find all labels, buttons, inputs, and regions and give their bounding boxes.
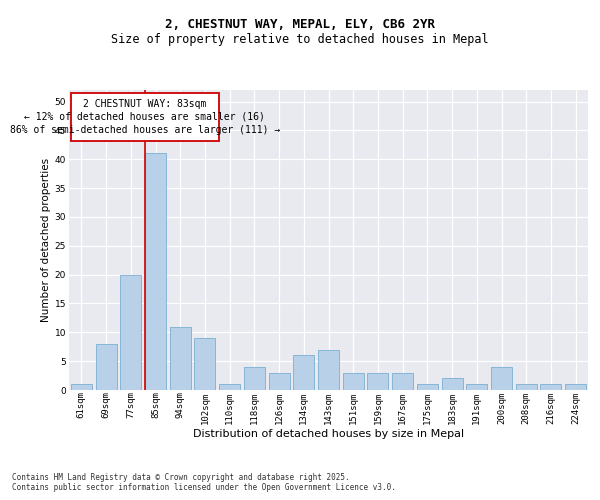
Bar <box>269 372 290 390</box>
X-axis label: Distribution of detached houses by size in Mepal: Distribution of detached houses by size … <box>193 429 464 439</box>
Bar <box>71 93 218 141</box>
Bar <box>170 326 191 390</box>
Bar <box>491 367 512 390</box>
Bar <box>367 372 388 390</box>
Y-axis label: Number of detached properties: Number of detached properties <box>41 158 50 322</box>
Bar <box>392 372 413 390</box>
Bar <box>71 384 92 390</box>
Bar <box>194 338 215 390</box>
Bar <box>466 384 487 390</box>
Text: 2, CHESTNUT WAY, MEPAL, ELY, CB6 2YR: 2, CHESTNUT WAY, MEPAL, ELY, CB6 2YR <box>165 18 435 30</box>
Bar <box>516 384 537 390</box>
Bar <box>318 350 339 390</box>
Bar <box>541 384 562 390</box>
Text: 2 CHESTNUT WAY: 83sqm
← 12% of detached houses are smaller (16)
86% of semi-deta: 2 CHESTNUT WAY: 83sqm ← 12% of detached … <box>10 98 280 135</box>
Bar <box>244 367 265 390</box>
Bar <box>442 378 463 390</box>
Bar <box>293 356 314 390</box>
Bar <box>95 344 116 390</box>
Bar <box>417 384 438 390</box>
Text: Contains HM Land Registry data © Crown copyright and database right 2025.
Contai: Contains HM Land Registry data © Crown c… <box>12 472 396 492</box>
Bar <box>565 384 586 390</box>
Text: Size of property relative to detached houses in Mepal: Size of property relative to detached ho… <box>111 32 489 46</box>
Bar <box>120 274 141 390</box>
Bar <box>343 372 364 390</box>
Bar <box>145 154 166 390</box>
Bar <box>219 384 240 390</box>
